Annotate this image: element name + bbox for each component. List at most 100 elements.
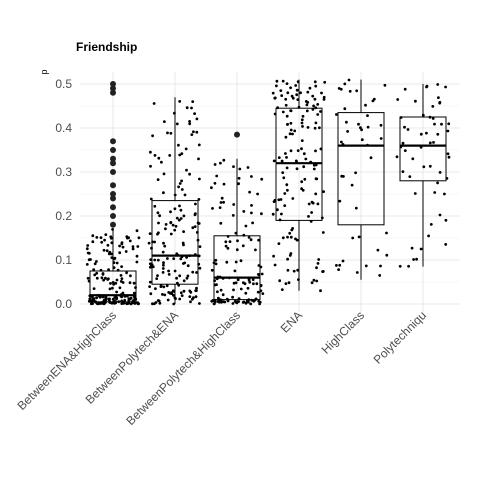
- data-point: [177, 185, 181, 189]
- x-tick-label: BetweenPolytech&HighClass: [123, 308, 243, 428]
- data-point: [425, 131, 428, 135]
- data-point: [152, 102, 156, 105]
- outlier-point: [110, 195, 116, 202]
- data-point: [379, 137, 383, 140]
- data-point: [158, 214, 162, 218]
- data-point: [335, 113, 338, 116]
- data-point: [214, 262, 218, 266]
- data-point: [95, 236, 99, 239]
- data-point: [156, 211, 160, 215]
- data-point: [219, 221, 223, 225]
- data-point: [287, 281, 291, 285]
- data-point: [314, 84, 318, 88]
- data-point: [301, 125, 304, 128]
- data-point: [232, 288, 235, 292]
- data-point: [132, 281, 136, 285]
- data-point: [149, 292, 153, 296]
- data-point: [272, 254, 275, 258]
- data-point: [379, 264, 382, 268]
- data-point: [313, 126, 317, 130]
- data-point: [260, 272, 264, 276]
- data-point: [169, 221, 173, 224]
- data-point: [280, 159, 284, 163]
- data-point: [301, 114, 305, 118]
- data-point: [281, 79, 285, 83]
- data-point: [246, 166, 250, 169]
- data-point: [92, 287, 96, 290]
- data-point: [415, 257, 418, 261]
- data-point: [182, 279, 186, 283]
- data-point: [120, 302, 124, 305]
- data-point: [354, 206, 358, 210]
- data-point: [109, 235, 113, 239]
- data-point: [320, 91, 323, 95]
- data-point: [180, 179, 184, 183]
- data-point: [180, 294, 184, 297]
- data-point: [104, 297, 108, 301]
- data-point: [153, 302, 156, 306]
- data-point: [359, 126, 362, 130]
- data-point: [252, 299, 256, 303]
- data-point: [186, 264, 190, 268]
- outlier-point: [110, 169, 116, 175]
- x-tick-label: Polytechniqu: [371, 308, 429, 366]
- data-point: [315, 177, 319, 181]
- data-point: [279, 198, 283, 201]
- data-point: [153, 258, 157, 262]
- data-point: [236, 239, 239, 243]
- data-point: [337, 87, 341, 90]
- data-point: [286, 91, 290, 95]
- y-axis-label: p: [39, 69, 49, 74]
- data-point: [383, 83, 387, 87]
- data-point: [313, 80, 317, 84]
- y-tick-label: 0.0: [55, 297, 72, 311]
- data-point: [250, 211, 253, 215]
- data-point: [118, 244, 121, 248]
- data-point: [428, 141, 432, 145]
- data-point: [285, 166, 289, 170]
- data-point: [193, 112, 197, 115]
- data-point: [222, 182, 226, 186]
- data-point: [163, 120, 166, 123]
- data-point: [175, 216, 179, 220]
- data-point: [157, 156, 161, 160]
- data-point: [107, 277, 110, 281]
- data-point: [443, 192, 446, 196]
- data-point: [95, 260, 98, 263]
- data-point: [161, 250, 165, 254]
- data-point: [385, 253, 389, 257]
- data-point: [148, 285, 152, 288]
- data-point: [307, 215, 310, 218]
- outlier-point: [234, 131, 240, 138]
- data-point: [180, 188, 184, 191]
- data-point: [323, 80, 327, 84]
- data-point: [197, 198, 201, 201]
- data-point: [178, 153, 182, 157]
- y-tick-labels: 0.0 0.1 0.2 0.3 0.4 0.5: [55, 77, 72, 311]
- data-point: [222, 200, 226, 204]
- data-point: [162, 241, 165, 245]
- data-point: [311, 108, 315, 111]
- data-point: [186, 274, 190, 278]
- data-point: [135, 254, 139, 258]
- data-point: [379, 123, 383, 127]
- data-point: [104, 233, 108, 237]
- data-point: [195, 271, 198, 274]
- data-point: [215, 174, 219, 178]
- data-point: [306, 101, 310, 104]
- data-point: [191, 297, 194, 301]
- data-point: [115, 297, 119, 301]
- data-point: [322, 98, 326, 101]
- data-point: [106, 243, 110, 247]
- data-point: [355, 271, 359, 274]
- grid-lines: [80, 72, 460, 312]
- data-point: [300, 180, 304, 184]
- box: [213, 235, 261, 301]
- data-point: [111, 297, 115, 301]
- data-point: [360, 128, 363, 132]
- data-point: [376, 248, 380, 252]
- data-point: [295, 93, 299, 97]
- data-point: [357, 122, 360, 126]
- data-point: [313, 97, 317, 101]
